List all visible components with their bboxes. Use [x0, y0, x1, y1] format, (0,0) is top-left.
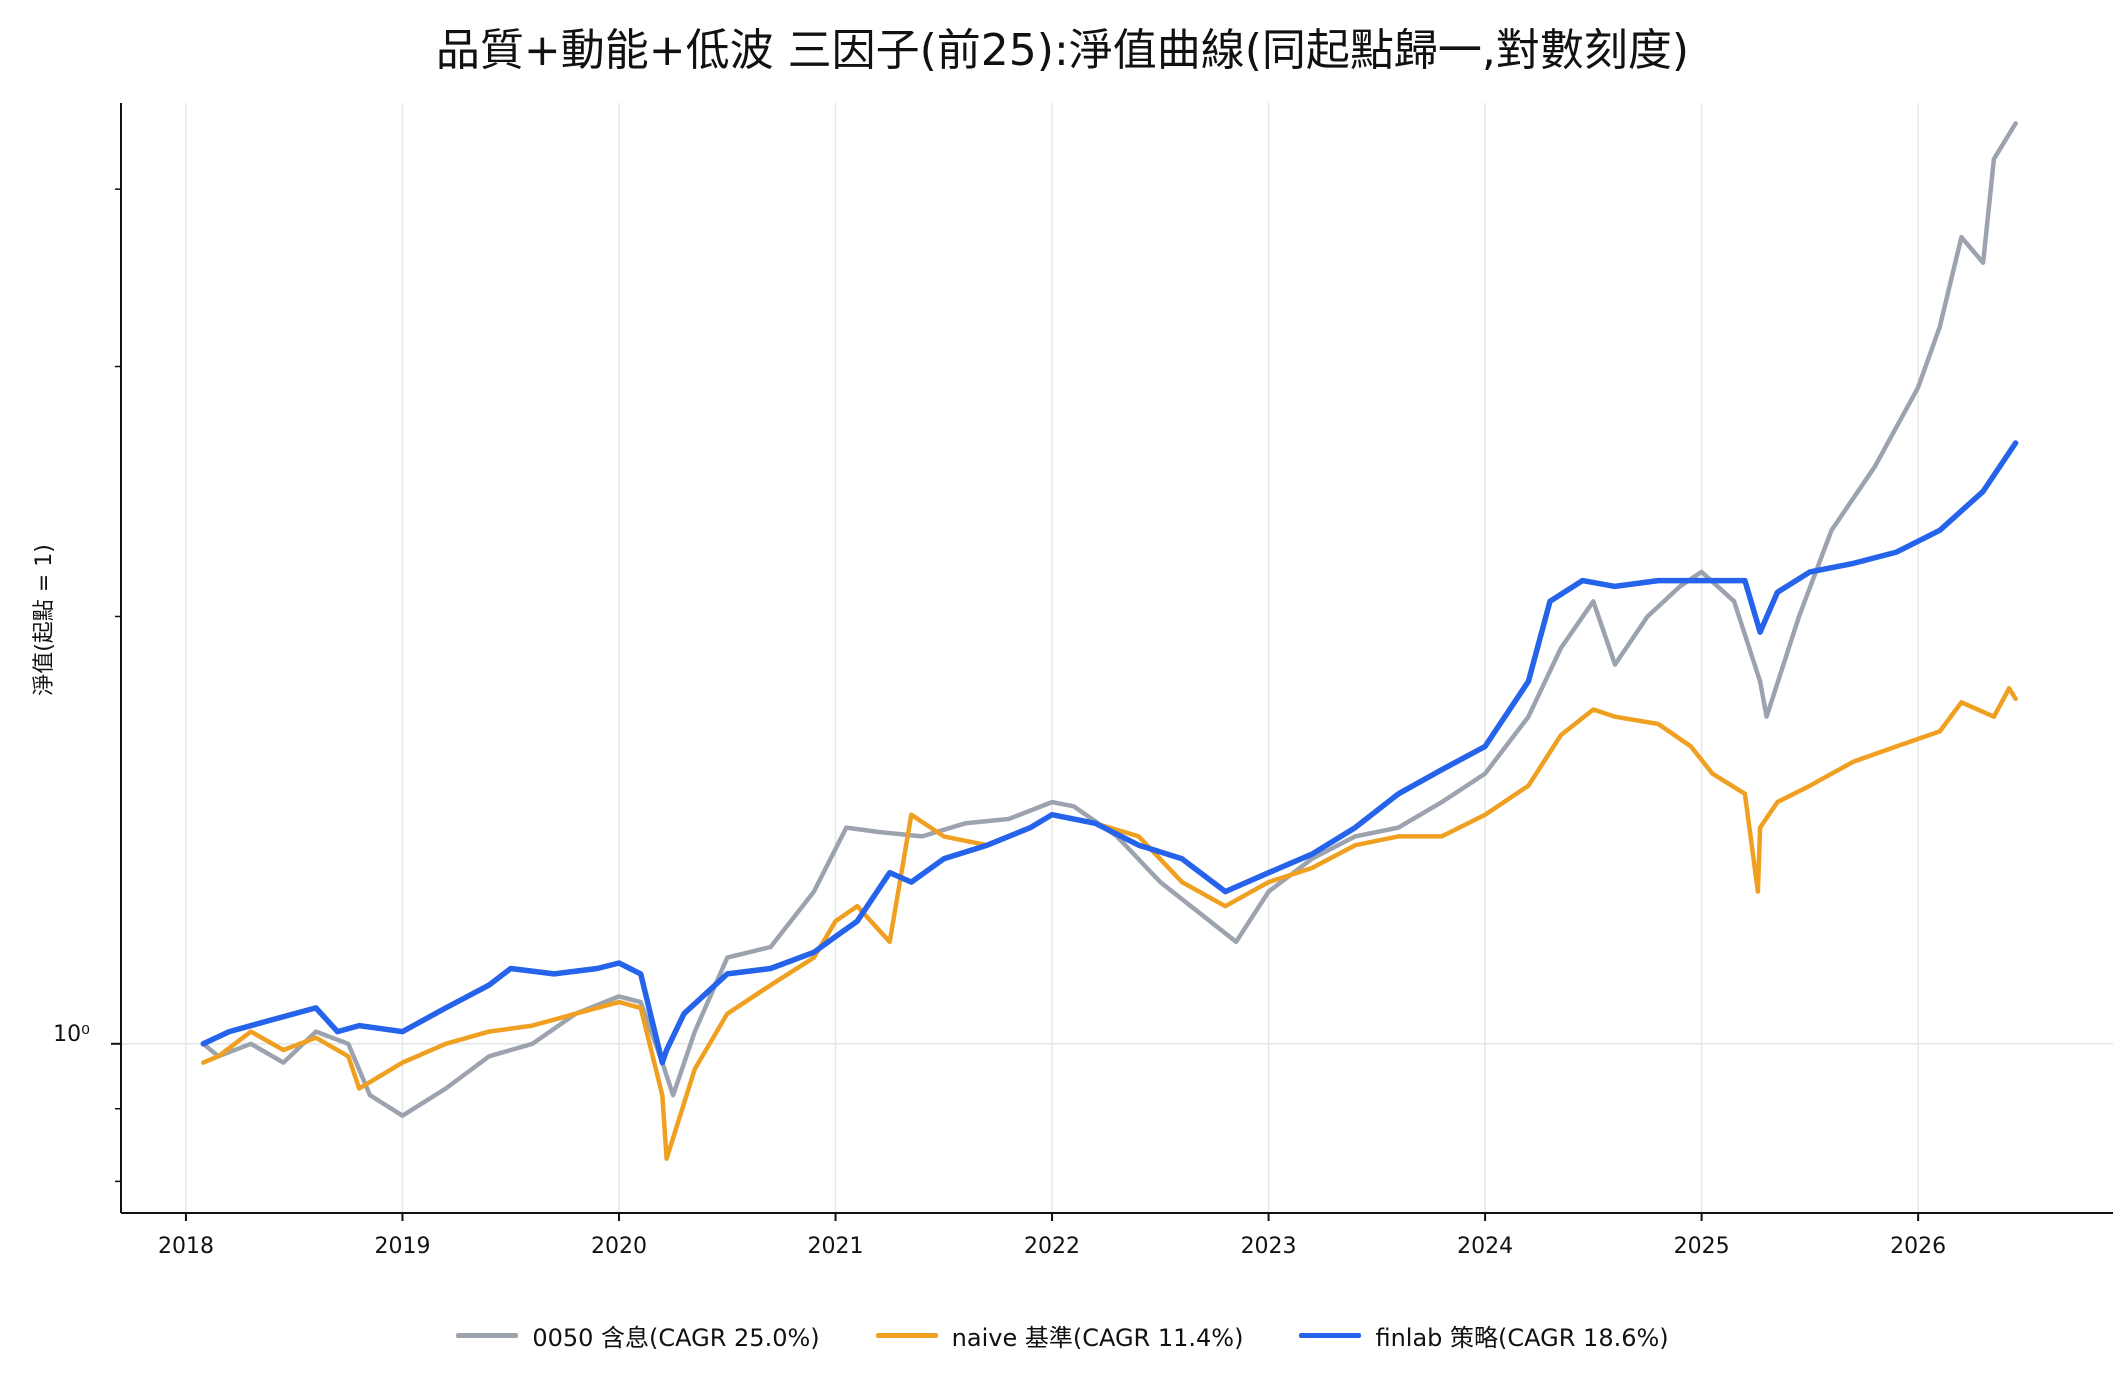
x-tick-label: 2021: [808, 1234, 864, 1259]
legend-swatch: [456, 1333, 519, 1338]
legend: 0050 含息(CAGR 25.0%) naive 基準(CAGR 11.4%) f…: [0, 1318, 2125, 1353]
x-tick-label: 2026: [1890, 1234, 1946, 1259]
legend-item: finlab 策略(CAGR 18.6%): [1299, 1318, 1669, 1353]
legend-label: finlab 策略(CAGR 18.6%): [1375, 1324, 1669, 1352]
legend-item: naive 基準(CAGR 11.4%): [875, 1318, 1244, 1353]
legend-label: 0050 含息(CAGR 25.0%): [532, 1324, 820, 1352]
series-layer: [200, 121, 2019, 1161]
legend-swatch: [875, 1333, 938, 1338]
x-tick-label: 2023: [1241, 1234, 1297, 1259]
series-line-1: [201, 686, 2018, 1161]
series-line-2: [200, 440, 2019, 1066]
x-tick-label: 2020: [591, 1234, 647, 1259]
grid-layer: [121, 103, 2113, 1213]
axes-layer: [120, 103, 2113, 1214]
y-tick-label: 10⁰: [53, 1022, 90, 1047]
y-tick-layer: 10⁰: [53, 188, 121, 1183]
x-tick-label: 2019: [374, 1234, 430, 1259]
chart-title: 品質+動能+低波 三因子(前25):淨值曲線(同起點歸一,對數刻度): [435, 25, 1690, 76]
legend-item: 0050 含息(CAGR 25.0%): [456, 1318, 820, 1353]
legend-label: naive 基準(CAGR 11.4%): [951, 1324, 1244, 1352]
x-tick-label: 2022: [1024, 1234, 1080, 1259]
y-axis-label: 淨值(起點 = 1): [32, 544, 57, 696]
x-tick-label: 2025: [1674, 1234, 1730, 1259]
x-tick-label: 2024: [1457, 1234, 1513, 1259]
x-tick-layer: 2018 2019 2020 2021 2022 2023 2024 2025 2026: [158, 1213, 1946, 1259]
series-line-0: [201, 121, 2018, 1118]
x-tick-label: 2018: [158, 1234, 214, 1259]
legend-swatch: [1299, 1333, 1362, 1338]
